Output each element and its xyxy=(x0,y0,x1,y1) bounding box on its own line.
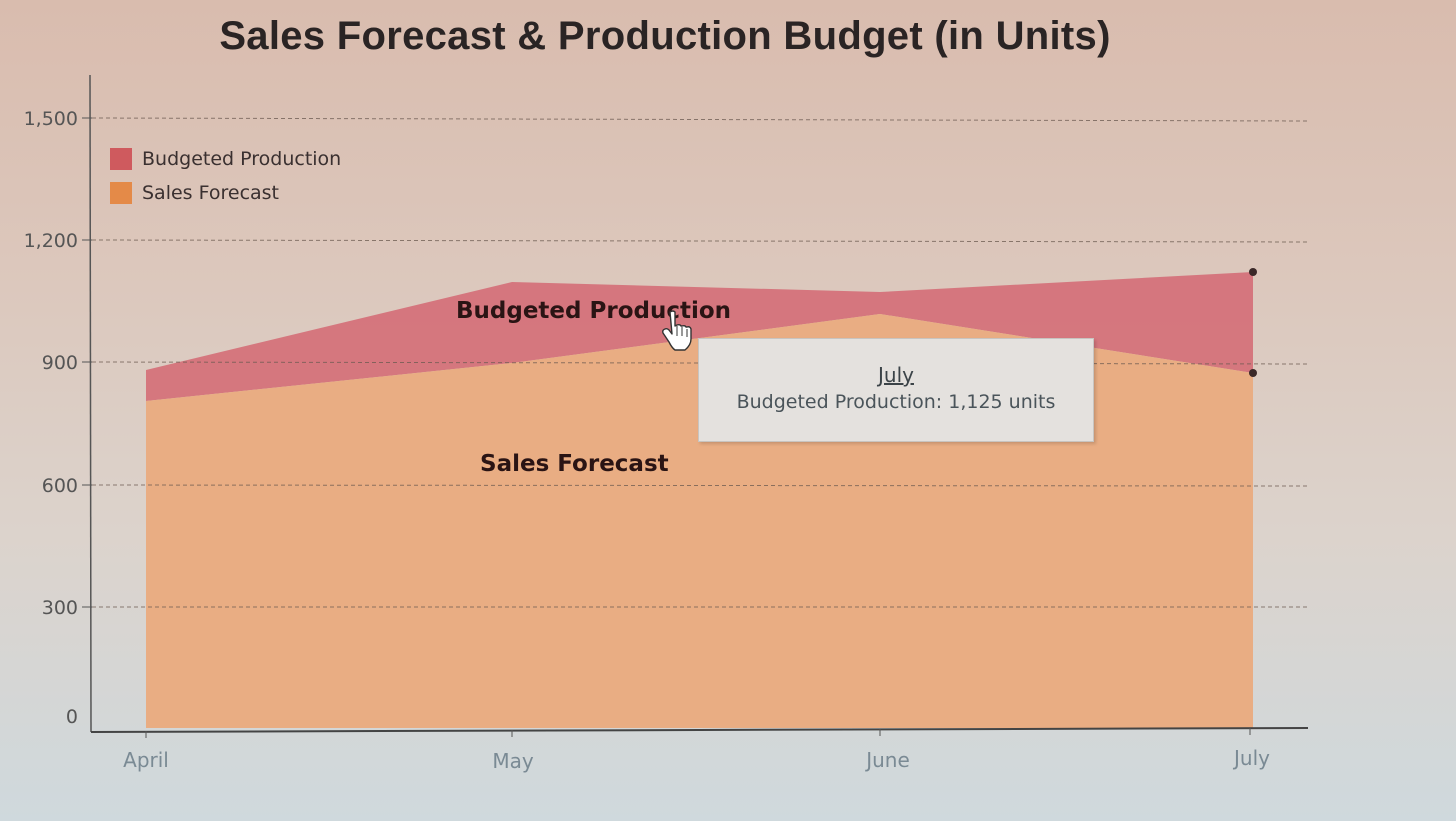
sales-forecast-swatch xyxy=(110,182,132,204)
sales-forecast-area-label: Sales Forecast xyxy=(480,451,669,477)
chart-title: Sales Forecast & Production Budget (in U… xyxy=(219,14,1111,58)
tooltip: July Budgeted Production: 1,125 units xyxy=(698,338,1094,442)
hand-cursor-icon xyxy=(662,310,692,351)
x-tick-may: May xyxy=(492,749,534,773)
y-tick-1500: 1,500 xyxy=(24,108,78,130)
x-axis xyxy=(90,727,1309,733)
budgeted-production-area[interactable] xyxy=(146,272,1253,401)
x-tick-april: April xyxy=(123,748,169,772)
legend-label: Sales Forecast xyxy=(142,182,280,204)
legend-item-budgeted-production[interactable]: Budgeted Production xyxy=(110,142,341,176)
y-tick-0: 0 xyxy=(66,706,78,728)
budgeted-production-swatch xyxy=(110,148,132,170)
tooltip-title: July xyxy=(878,363,914,387)
july-production-point[interactable] xyxy=(1249,268,1257,276)
y-tick-300: 300 xyxy=(42,597,78,619)
july-sales-point[interactable] xyxy=(1249,369,1257,377)
budgeted-production-area-label: Budgeted Production xyxy=(456,298,732,324)
y-tick-1200: 1,200 xyxy=(24,230,78,252)
y-tick-900: 900 xyxy=(42,352,78,374)
y-axis xyxy=(89,74,92,733)
legend-label: Budgeted Production xyxy=(142,148,342,170)
tooltip-body: Budgeted Production: 1,125 units xyxy=(736,391,1056,413)
x-tick-july: July xyxy=(1232,746,1270,770)
x-tick-june: June xyxy=(864,748,910,772)
legend-item-sales-forecast[interactable]: Sales Forecast xyxy=(110,176,341,210)
legend: Budgeted Production Sales Forecast xyxy=(110,142,341,210)
y-tick-600: 600 xyxy=(42,475,78,497)
